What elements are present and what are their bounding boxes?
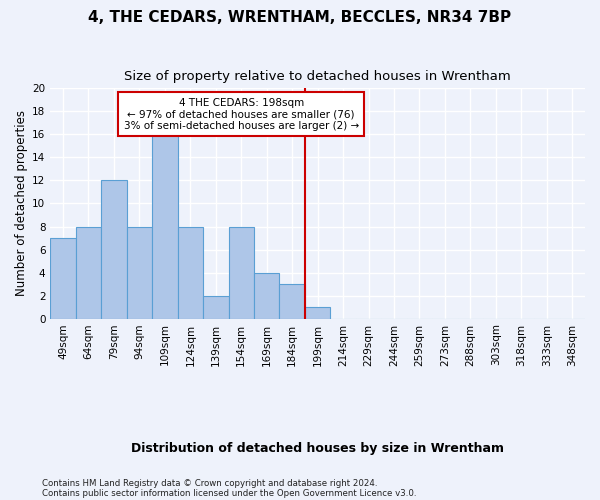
Text: Contains HM Land Registry data © Crown copyright and database right 2024.: Contains HM Land Registry data © Crown c… [42, 478, 377, 488]
Bar [50, 238, 76, 318]
Bar [127, 226, 152, 318]
Bar [280, 284, 305, 318]
Text: Contains public sector information licensed under the Open Government Licence v3: Contains public sector information licen… [42, 488, 416, 498]
Bar [254, 272, 280, 318]
Bar [76, 226, 101, 318]
Bar [229, 226, 254, 318]
Bar [152, 123, 178, 318]
Bar [101, 180, 127, 318]
X-axis label: Distribution of detached houses by size in Wrentham: Distribution of detached houses by size … [131, 442, 504, 455]
Bar [305, 307, 331, 318]
Y-axis label: Number of detached properties: Number of detached properties [15, 110, 28, 296]
Text: 4 THE CEDARS: 198sqm
← 97% of detached houses are smaller (76)
3% of semi-detach: 4 THE CEDARS: 198sqm ← 97% of detached h… [124, 98, 359, 130]
Title: Size of property relative to detached houses in Wrentham: Size of property relative to detached ho… [124, 70, 511, 83]
Text: 4, THE CEDARS, WRENTHAM, BECCLES, NR34 7BP: 4, THE CEDARS, WRENTHAM, BECCLES, NR34 7… [88, 10, 512, 25]
Bar [203, 296, 229, 318]
Bar [178, 226, 203, 318]
